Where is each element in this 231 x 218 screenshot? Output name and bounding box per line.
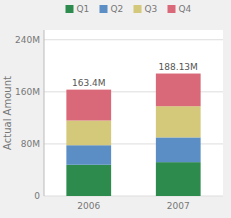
- bars: [66, 74, 200, 196]
- legend-swatch: [66, 5, 74, 13]
- total-label: 188.13M: [159, 62, 198, 72]
- legend: Q1 Q2 Q3 Q4: [66, 4, 192, 14]
- bar-segment: [156, 137, 201, 162]
- chart: 0 80M 160M 240M 163.4M 188.13M 2006 2007 Actual …: [0, 0, 231, 218]
- grid-line: [44, 39, 223, 40]
- total-label: 163.4M: [72, 78, 106, 88]
- bar-segment: [156, 74, 201, 107]
- bar-segment: [66, 120, 111, 145]
- bar-segment: [66, 145, 111, 165]
- y-tick-label: 240M: [15, 35, 40, 45]
- y-tick-label: 160M: [15, 87, 40, 97]
- y-axis-label: Actual Amount: [2, 76, 13, 150]
- bar-segment: [66, 90, 111, 121]
- x-tick-label: 2006: [77, 201, 100, 211]
- legend-label: Q2: [111, 4, 124, 14]
- bar-segment: [66, 165, 111, 196]
- legend-label: Q4: [179, 4, 192, 14]
- y-axis-line: [44, 30, 45, 196]
- legend-swatch: [168, 5, 176, 13]
- legend-label: Q3: [145, 4, 158, 14]
- x-tick-label: 2007: [167, 201, 190, 211]
- plot-area: [44, 30, 223, 196]
- y-tick-label: 80M: [21, 139, 40, 149]
- y-tick-label: 0: [34, 191, 40, 201]
- legend-swatch: [134, 5, 142, 13]
- legend-label: Q1: [77, 4, 90, 14]
- legend-swatch: [100, 5, 108, 13]
- bar-segment: [156, 162, 201, 196]
- bar-segment: [156, 106, 201, 137]
